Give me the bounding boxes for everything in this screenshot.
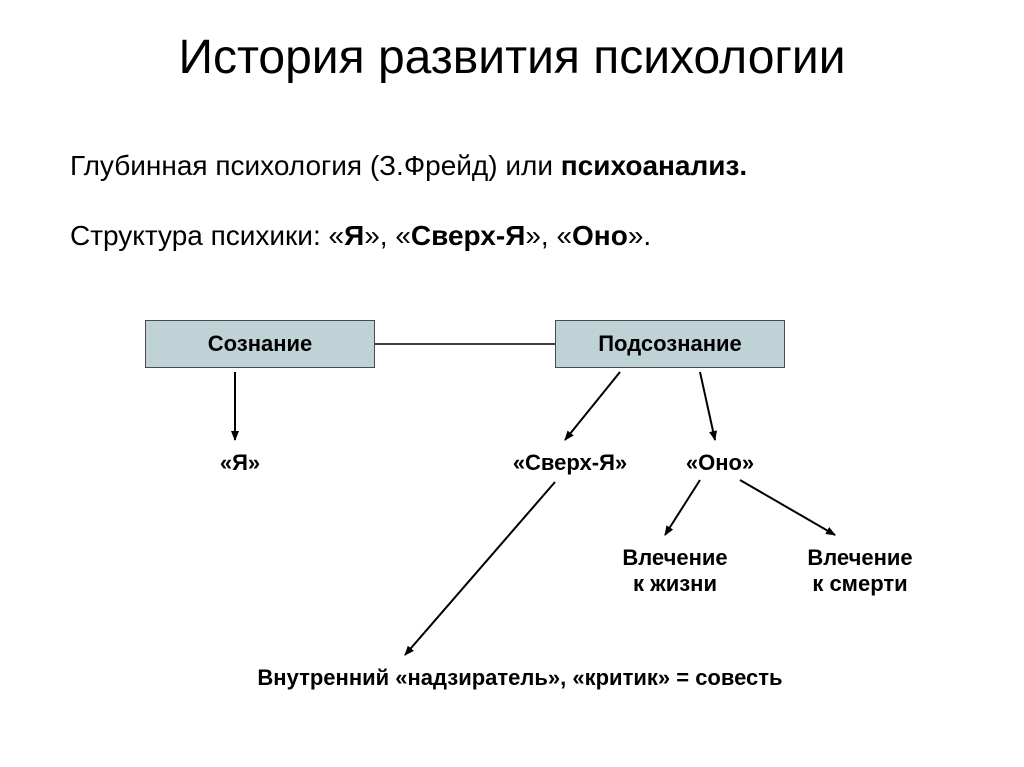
label-life-drive: Влечениек жизни — [605, 545, 745, 597]
subtitle-line-2: Структура психики: «Я», «Сверх-Я», «Оно»… — [70, 220, 651, 252]
label-id: «Оно» — [680, 450, 760, 476]
label-ego: «Я» — [200, 450, 280, 476]
label-conscience: Внутренний «надзиратель», «критик» = сов… — [210, 665, 830, 691]
subtitle-line-1: Глубинная психология (З.Фрейд) или психо… — [70, 150, 747, 182]
box-consciousness: Сознание — [145, 320, 375, 368]
box-consciousness-label: Сознание — [208, 331, 313, 357]
box-subconscious: Подсознание — [555, 320, 785, 368]
arrows-overlay — [0, 0, 1024, 767]
label-superego: «Сверх-Я» — [500, 450, 640, 476]
box-subconscious-label: Подсознание — [598, 331, 742, 357]
label-death-drive: Влечениек смерти — [790, 545, 930, 597]
slide-title: История развития психологии — [0, 30, 1024, 85]
slide: История развития психологии Глубинная пс… — [0, 0, 1024, 767]
